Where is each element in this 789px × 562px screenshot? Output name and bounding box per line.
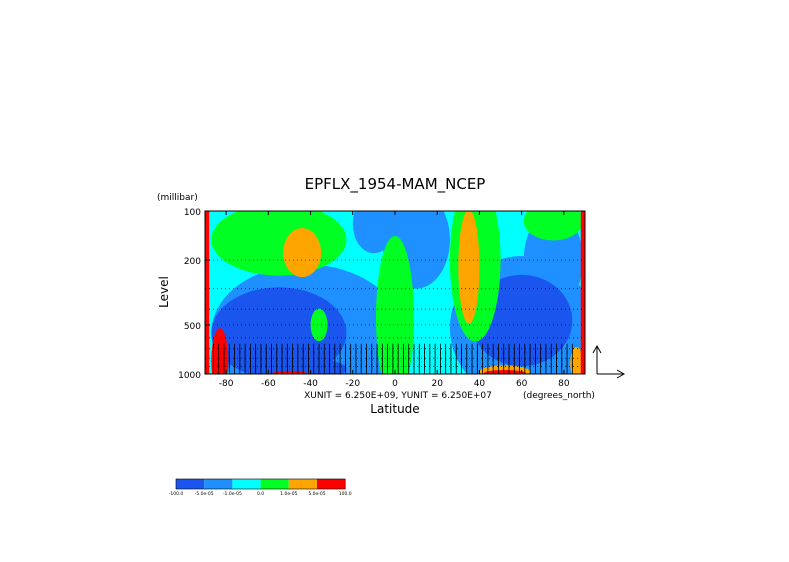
x-tick-label-6: 40 — [474, 379, 486, 389]
y-tick-label-3: 1000 — [178, 371, 201, 381]
y-axis-label: Level — [157, 276, 171, 308]
field-region-4-1 — [458, 211, 480, 324]
legend-swatch-2 — [232, 479, 261, 489]
color-legend: -100.0 -5.0e-05 -1.0e-05 0.0 1.0e-05 5.0e-05 1… — [169, 478, 352, 497]
field-region-3-0 — [211, 211, 347, 276]
field-region-3-2 — [376, 235, 414, 374]
legend-label-4: 1.0e-05 — [280, 491, 297, 497]
legend-label-3: 0.0 — [257, 491, 264, 497]
flux-vectors — [213, 343, 573, 374]
x-tick-label-1: -60 — [261, 379, 276, 389]
y-tick-label-2: 500 — [184, 322, 201, 332]
x-tick-labels: -80 -60 -40 -20 0 20 40 60 80 — [219, 211, 570, 389]
field-region-4-3 — [570, 347, 583, 374]
field-region-5-1 — [483, 370, 526, 374]
legend-swatch-3 — [260, 479, 289, 489]
legend-swatch-5 — [317, 479, 346, 489]
x-tick-label-7: 60 — [516, 379, 528, 389]
x-tick-label-5: 20 — [431, 379, 443, 389]
legend-label-1: -5.0e-05 — [195, 491, 214, 497]
field-region-5-2 — [272, 370, 307, 374]
chart-title: EPFLX_1954-MAM_NCEP — [305, 175, 486, 194]
legend-swatch-1 — [204, 479, 233, 489]
legend-frame — [175, 478, 346, 490]
y-tick-label-1: 200 — [184, 257, 201, 267]
legend-swatch-4 — [288, 479, 317, 489]
boundary-strip-right — [580, 211, 585, 374]
legend-swatch-0 — [176, 479, 205, 489]
scale-note: XUNIT = 6.250E+09, YUNIT = 6.250E+07 — [304, 391, 492, 401]
reference-vector-key — [592, 344, 626, 379]
plot-area — [205, 211, 585, 374]
field-region-3-3 — [523, 211, 583, 241]
y-unit-label: (millibar) — [157, 193, 198, 203]
x-axis-label: Latitude — [370, 402, 419, 416]
x-tick-label-0: -80 — [219, 379, 234, 389]
boundary-strips — [205, 211, 585, 374]
boundary-strip-left — [205, 211, 210, 374]
x-tick-label-8: 80 — [558, 379, 570, 389]
y-tick-label-0: 100 — [184, 208, 201, 218]
field-region-1-4 — [352, 211, 395, 254]
grid-lines — [205, 211, 585, 374]
field-region-2-2 — [253, 357, 347, 374]
legend-label-6: 100.0 — [339, 491, 352, 497]
legend-label-0: -100.0 — [169, 491, 184, 497]
field-region-4-0 — [283, 228, 322, 278]
x-tick-label-3: -20 — [345, 379, 360, 389]
x-tick-label-2: -40 — [303, 379, 318, 389]
legend-label-5: 5.0e-05 — [308, 491, 325, 497]
field-region-3-4 — [310, 308, 328, 342]
legend-label-2: -1.0e-05 — [223, 491, 242, 497]
y-tick-labels: 100 200 500 1000 — [178, 208, 210, 381]
x-unit-label: (degrees_north) — [523, 391, 595, 401]
x-tick-label-4: 0 — [392, 379, 398, 389]
